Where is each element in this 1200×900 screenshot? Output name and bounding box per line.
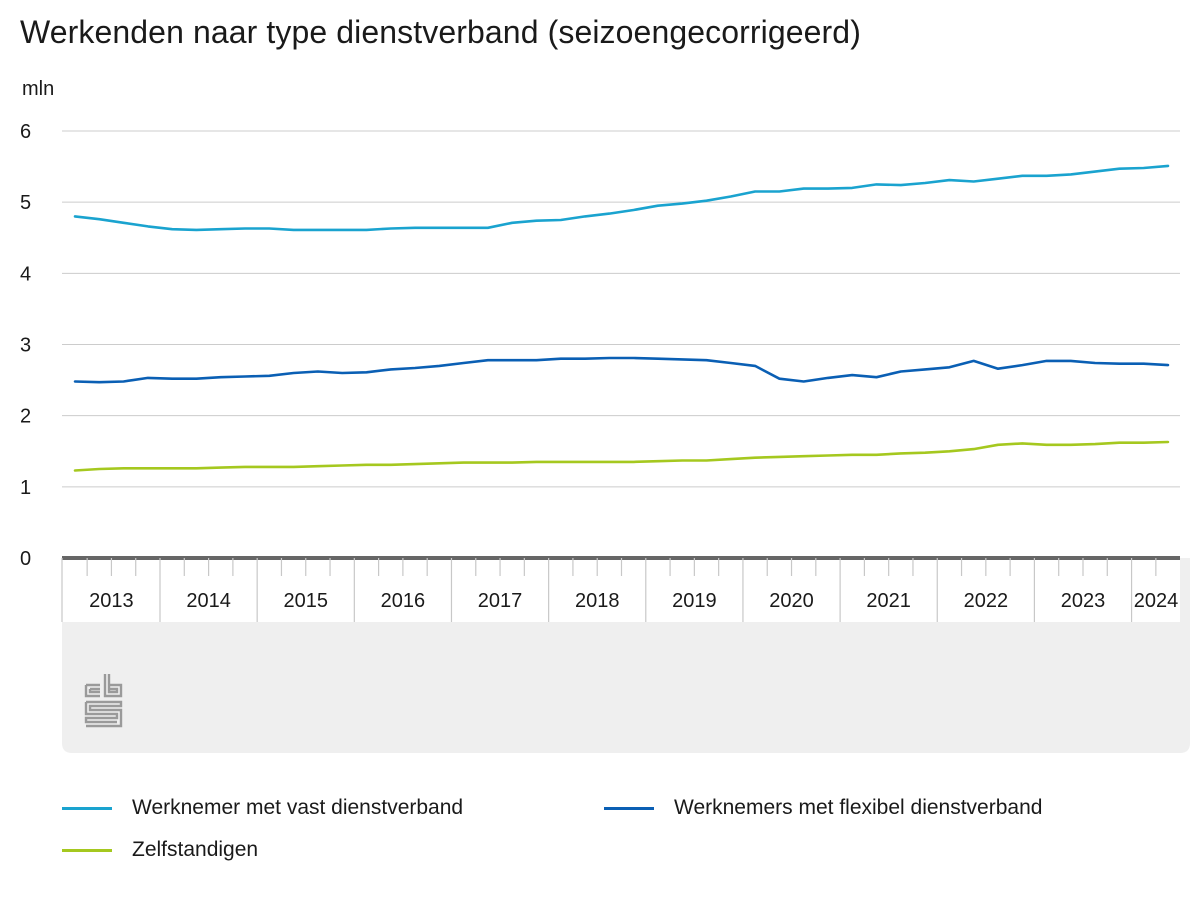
y-axis: 0 1 2 3 4 5 6 mln [20, 78, 54, 570]
x-tick-label-2019: 2019 [672, 590, 717, 612]
legend-swatch-vast [62, 806, 112, 810]
x-tick-label-2023: 2023 [1061, 590, 1106, 612]
series-lines [73, 164, 1170, 472]
chart-title: Werkenden naar type dienstverband (seizo… [20, 14, 861, 50]
x-tick-label-2022: 2022 [964, 590, 1009, 612]
x-tick-label-2017: 2017 [478, 590, 523, 612]
x-tick-label-2014: 2014 [186, 590, 231, 612]
legend-item-zelfstandigen[interactable]: Zelfstandigen [62, 838, 258, 862]
x-tick-label-2016: 2016 [381, 590, 426, 612]
legend-label-zelfstandigen: Zelfstandigen [132, 838, 259, 861]
legend-swatch-zelfstandigen [62, 848, 112, 852]
legend: Werknemer met vast dienstverband Werknem… [62, 796, 1162, 886]
x-tick-label-2024: 2024 [1134, 590, 1179, 612]
chart-footer [62, 558, 1190, 753]
legend-label-flexibel: Werknemers met flexibel dienstverband [674, 796, 1043, 819]
y-tick-label-2: 2 [20, 406, 31, 428]
series-line-1 [73, 356, 1170, 384]
legend-item-flexibel[interactable]: Werknemers met flexibel dienstverband [604, 796, 1042, 820]
x-axis: 2013 2014 2015 2016 2017 2018 2019 2020 2021 2022… [61, 556, 1180, 622]
y-tick-label-1: 1 [20, 477, 31, 499]
legend-label-vast: Werknemer met vast dienstverband [132, 796, 464, 819]
series-line-2 [73, 440, 1170, 472]
x-tick-label-2021: 2021 [866, 590, 911, 612]
y-tick-label-5: 5 [20, 192, 31, 214]
y-axis-unit: mln [22, 78, 54, 100]
y-tick-label-3: 3 [20, 335, 31, 357]
x-tick-label-2018: 2018 [575, 590, 620, 612]
y-tick-label-4: 4 [20, 263, 31, 285]
cbs-logo [84, 674, 123, 728]
gridlines [62, 130, 1180, 488]
series-line-0 [73, 164, 1170, 232]
y-tick-label-0: 0 [20, 548, 31, 570]
legend-item-vast[interactable]: Werknemer met vast dienstverband [62, 796, 463, 820]
x-tick-label-2015: 2015 [283, 590, 328, 612]
y-tick-label-6: 6 [20, 121, 31, 143]
legend-swatch-flexibel [604, 806, 654, 810]
x-tick-label-2013: 2013 [89, 590, 134, 612]
x-tick-label-2020: 2020 [769, 590, 814, 612]
